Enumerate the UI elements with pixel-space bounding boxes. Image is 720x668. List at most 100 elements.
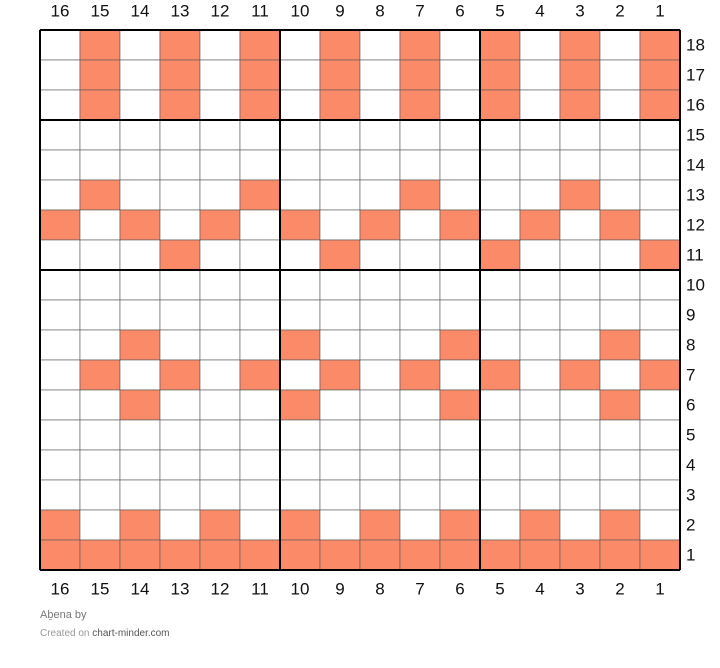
column-label-bottom: 13 (171, 579, 190, 598)
cell (639, 149, 681, 181)
cell (519, 299, 561, 331)
cell (359, 269, 401, 301)
cell (79, 239, 121, 271)
cell (559, 59, 601, 91)
cell (639, 479, 681, 511)
cell (79, 329, 121, 361)
cell (479, 419, 521, 451)
cell (279, 29, 321, 61)
cell (439, 269, 481, 301)
cell (479, 389, 521, 421)
cell (479, 269, 521, 301)
cell (159, 29, 201, 61)
cell (319, 239, 361, 271)
cell (79, 179, 121, 211)
cell (79, 89, 121, 121)
cell (79, 29, 121, 61)
cell (319, 419, 361, 451)
row-label: 12 (686, 215, 705, 234)
cell (439, 509, 481, 541)
cell (479, 149, 521, 181)
cell (519, 419, 561, 451)
cell (239, 89, 281, 121)
cell (439, 479, 481, 511)
cell (479, 209, 521, 241)
cell (279, 449, 321, 481)
cell (359, 299, 401, 331)
cell (39, 359, 81, 391)
cell (599, 89, 641, 121)
cell (319, 119, 361, 151)
cell (399, 239, 441, 271)
cell (559, 419, 601, 451)
cell (119, 449, 161, 481)
row-label: 5 (686, 425, 695, 444)
cell (159, 119, 201, 151)
cell (359, 149, 401, 181)
cell (519, 209, 561, 241)
cell (279, 389, 321, 421)
cell (599, 479, 641, 511)
cell (399, 509, 441, 541)
cell (199, 149, 241, 181)
cell (319, 299, 361, 331)
cell (39, 59, 81, 91)
cell (79, 419, 121, 451)
cell (279, 209, 321, 241)
cell (39, 209, 81, 241)
column-label-bottom: 15 (91, 579, 110, 598)
row-label: 14 (686, 155, 705, 174)
cell (119, 539, 161, 571)
cell (519, 149, 561, 181)
column-label-top: 1 (655, 1, 664, 20)
cell (119, 119, 161, 151)
row-label: 3 (686, 485, 695, 504)
cell (39, 329, 81, 361)
cell (599, 209, 641, 241)
column-label-bottom: 9 (335, 579, 344, 598)
cell (119, 329, 161, 361)
cell (399, 269, 441, 301)
column-label-top: 2 (615, 1, 624, 20)
cell (639, 269, 681, 301)
cell (559, 299, 601, 331)
cell (159, 449, 201, 481)
column-label-top: 11 (251, 1, 269, 20)
cell (159, 389, 201, 421)
cell (239, 29, 281, 61)
cell (559, 119, 601, 151)
cell (519, 359, 561, 391)
column-label-bottom: 12 (211, 579, 230, 598)
cell (359, 59, 401, 91)
cell (239, 359, 281, 391)
column-label-bottom: 10 (291, 579, 310, 598)
cell (439, 329, 481, 361)
cell (279, 59, 321, 91)
cell (599, 149, 641, 181)
cell (559, 539, 601, 571)
cell (239, 149, 281, 181)
cell (399, 299, 441, 331)
cell (279, 359, 321, 391)
cell (439, 89, 481, 121)
column-label-top: 5 (495, 1, 504, 20)
cell (199, 539, 241, 571)
cell (199, 29, 241, 61)
cell-grid (39, 29, 681, 571)
cell (439, 539, 481, 571)
cell (399, 149, 441, 181)
column-label-bottom: 8 (375, 579, 384, 598)
row-label: 17 (686, 65, 705, 84)
cell (599, 509, 641, 541)
column-label-bottom: 16 (51, 579, 70, 598)
cell (119, 239, 161, 271)
cell (239, 239, 281, 271)
cell (559, 479, 601, 511)
cell (119, 29, 161, 61)
cell (119, 509, 161, 541)
cell (559, 509, 601, 541)
cell (159, 509, 201, 541)
cell (79, 449, 121, 481)
column-label-bottom: 3 (575, 579, 584, 598)
cell (639, 359, 681, 391)
